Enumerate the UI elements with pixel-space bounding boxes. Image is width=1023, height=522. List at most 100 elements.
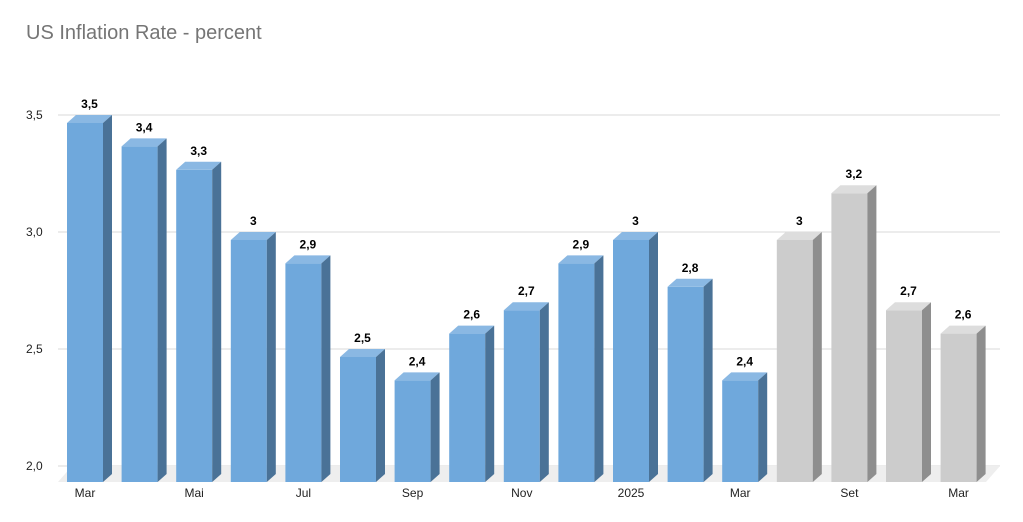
bar: [722, 372, 768, 482]
bar: [613, 232, 658, 482]
bar: [121, 138, 167, 482]
data-label: 2,9: [573, 237, 590, 251]
data-label: 2,7: [518, 284, 535, 298]
bar-side: [867, 185, 877, 482]
x-axis-labels: Mar Mai Jul Sep Nov 2025 Mar Set Mar: [75, 486, 969, 500]
bar-side: [594, 255, 604, 482]
bar: [230, 232, 276, 482]
data-label: 3,5: [81, 97, 98, 111]
data-label: 2,6: [463, 308, 480, 322]
bar-top: [667, 278, 713, 287]
data-label: 2,9: [300, 237, 317, 251]
x-tick-label: 2025: [618, 486, 645, 500]
bar-front: [722, 380, 759, 482]
bar-front: [176, 169, 213, 483]
bar-top: [176, 161, 222, 170]
y-tick-label: 2,0: [26, 459, 43, 473]
x-tick-label: Sep: [402, 486, 424, 500]
bar: [776, 232, 822, 482]
bar-front: [285, 263, 322, 482]
bar-front: [67, 123, 103, 482]
data-label: 2,6: [955, 308, 972, 322]
bar-side: [485, 325, 495, 482]
bar: [449, 325, 495, 482]
bar-front: [394, 380, 431, 482]
bar: [394, 372, 440, 482]
bar-side: [703, 278, 713, 482]
bar-front: [340, 357, 376, 482]
data-labels: 3,5 3,4 3,3 3 2,9 2,5 2,4 2,6 2,7 2,9 3 2,8 2,4 3 3,2 2…: [81, 97, 972, 368]
bar-front: [776, 240, 813, 482]
data-label: 2,7: [900, 284, 917, 298]
data-label: 3,2: [846, 167, 863, 181]
bar: [176, 161, 222, 483]
bar-side: [539, 302, 549, 482]
bar-side: [812, 232, 822, 482]
data-label: 2,4: [736, 354, 753, 368]
bar: [558, 255, 604, 482]
bar-front: [121, 146, 158, 482]
bar-front: [558, 263, 595, 482]
bar-top: [340, 349, 385, 357]
bar: [503, 302, 549, 482]
bar-top: [613, 232, 658, 240]
x-tick-label: Mai: [185, 486, 204, 500]
bar-front: [940, 333, 977, 482]
bar-front: [886, 310, 922, 482]
bar: [340, 349, 385, 482]
bar-top: [285, 255, 331, 264]
bar-top: [776, 232, 822, 240]
data-label: 2,4: [409, 354, 426, 368]
x-tick-label: Mar: [75, 486, 96, 500]
bar-side: [376, 349, 385, 482]
bar-top: [230, 232, 276, 240]
bar-side: [649, 232, 658, 482]
x-tick-label: Set: [840, 486, 859, 500]
chart-title: US Inflation Rate - percent: [26, 22, 262, 44]
y-tick-label: 3,0: [26, 225, 43, 239]
x-tick-label: Jul: [296, 486, 311, 500]
data-label: 3: [632, 214, 639, 228]
bar-top: [940, 325, 986, 334]
bar-top: [394, 372, 440, 381]
bar-top: [886, 302, 931, 311]
bar-top: [722, 372, 768, 381]
bar: [886, 302, 931, 482]
bar-top: [67, 115, 112, 123]
bar: [940, 325, 986, 482]
y-tick-label: 2,5: [26, 342, 43, 356]
data-label: 2,5: [354, 331, 371, 345]
bar-front: [503, 310, 540, 482]
data-label: 3,4: [136, 120, 153, 134]
bar-side: [758, 372, 768, 482]
data-label: 3,3: [190, 144, 207, 158]
bar-side: [103, 115, 112, 482]
y-tick-label: 3,5: [26, 108, 43, 122]
bar-side: [266, 232, 276, 482]
bar-top: [831, 185, 877, 194]
bar: [67, 115, 112, 482]
bar-front: [230, 240, 267, 482]
bars: [67, 115, 986, 483]
data-label: 2,8: [682, 261, 699, 275]
bar-side: [976, 325, 986, 482]
x-tick-label: Mar: [730, 486, 751, 500]
bar-front: [449, 333, 486, 482]
bar-side: [212, 161, 222, 483]
bar-front: [831, 193, 868, 482]
bar-side: [922, 302, 931, 482]
bar: [831, 185, 877, 482]
bar-front: [613, 240, 649, 482]
bar-side: [430, 372, 440, 482]
bar-top: [449, 325, 495, 334]
bar-front: [667, 286, 704, 482]
bar-top: [503, 302, 549, 311]
bar-side: [157, 138, 167, 482]
bar-top: [558, 255, 604, 264]
data-label: 3: [250, 214, 257, 228]
bar-side: [321, 255, 331, 482]
x-tick-label: Nov: [511, 486, 532, 500]
bar: [667, 278, 713, 482]
bar-top: [121, 138, 167, 147]
